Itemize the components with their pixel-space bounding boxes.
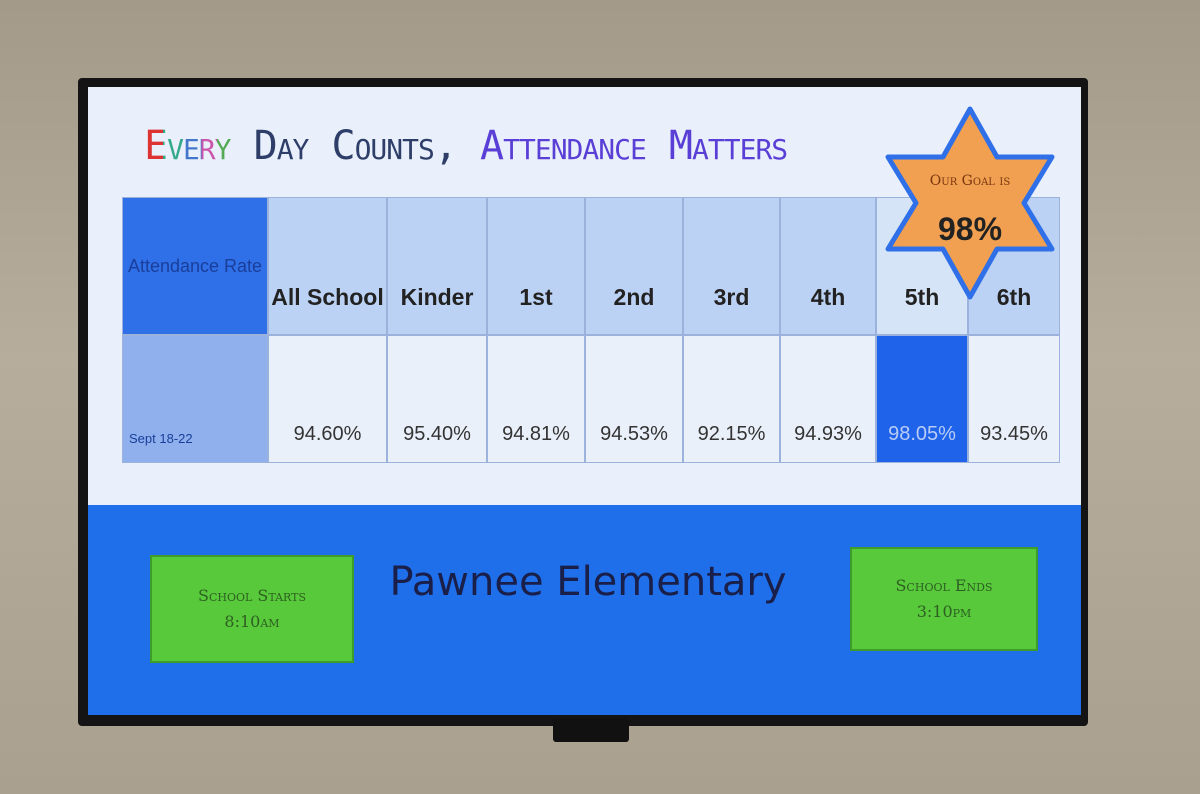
end-label: School Ends [895,576,993,596]
rate-cell: 95.40% [387,335,487,463]
goal-value: 98% [937,211,1003,247]
rate-cell: 94.93% [780,335,876,463]
goal-label: Our Goal is [929,173,1011,189]
attendance-table: Attendance Rate All School Kinder 1st 2nd 3rd… [88,87,1081,505]
goal-star [885,106,1055,300]
end-time: 3:10pm [916,602,972,621]
column-header: Kinder [387,197,487,335]
rate-cell: 94.53% [585,335,683,463]
title: Every Day Counts, Attendance Matters [144,123,944,169]
title-part: Day Counts, [253,123,458,169]
rate-cell: 98.05% [876,335,968,463]
start-label: School Starts [198,586,306,606]
column-header: 3rd [683,197,780,335]
rate-cell: 94.60% [268,335,387,463]
title-part: Every [144,123,232,169]
column-header: 2nd [585,197,683,335]
star-shape [885,106,1055,300]
row-label: Sept 18-22 [122,335,268,463]
start-time: 8:10am [224,612,280,631]
column-header: 4th [780,197,876,335]
column-header: All School [268,197,387,335]
title-part: Attendance Matters [480,123,788,169]
rate-cell: 92.15% [683,335,780,463]
start-scroll: School Starts 8:10am [150,555,354,663]
tv-mount [553,718,629,742]
rate-cell: 93.45% [968,335,1060,463]
column-header: Attendance Rate [122,197,268,335]
rate-cell: 94.81% [487,335,585,463]
school-name: Pawnee Elementary [389,559,787,605]
column-header: 1st [487,197,585,335]
screen: Every Day Counts, Attendance Matters Att… [88,87,1081,715]
end-scroll: School Ends 3:10pm [850,547,1038,651]
